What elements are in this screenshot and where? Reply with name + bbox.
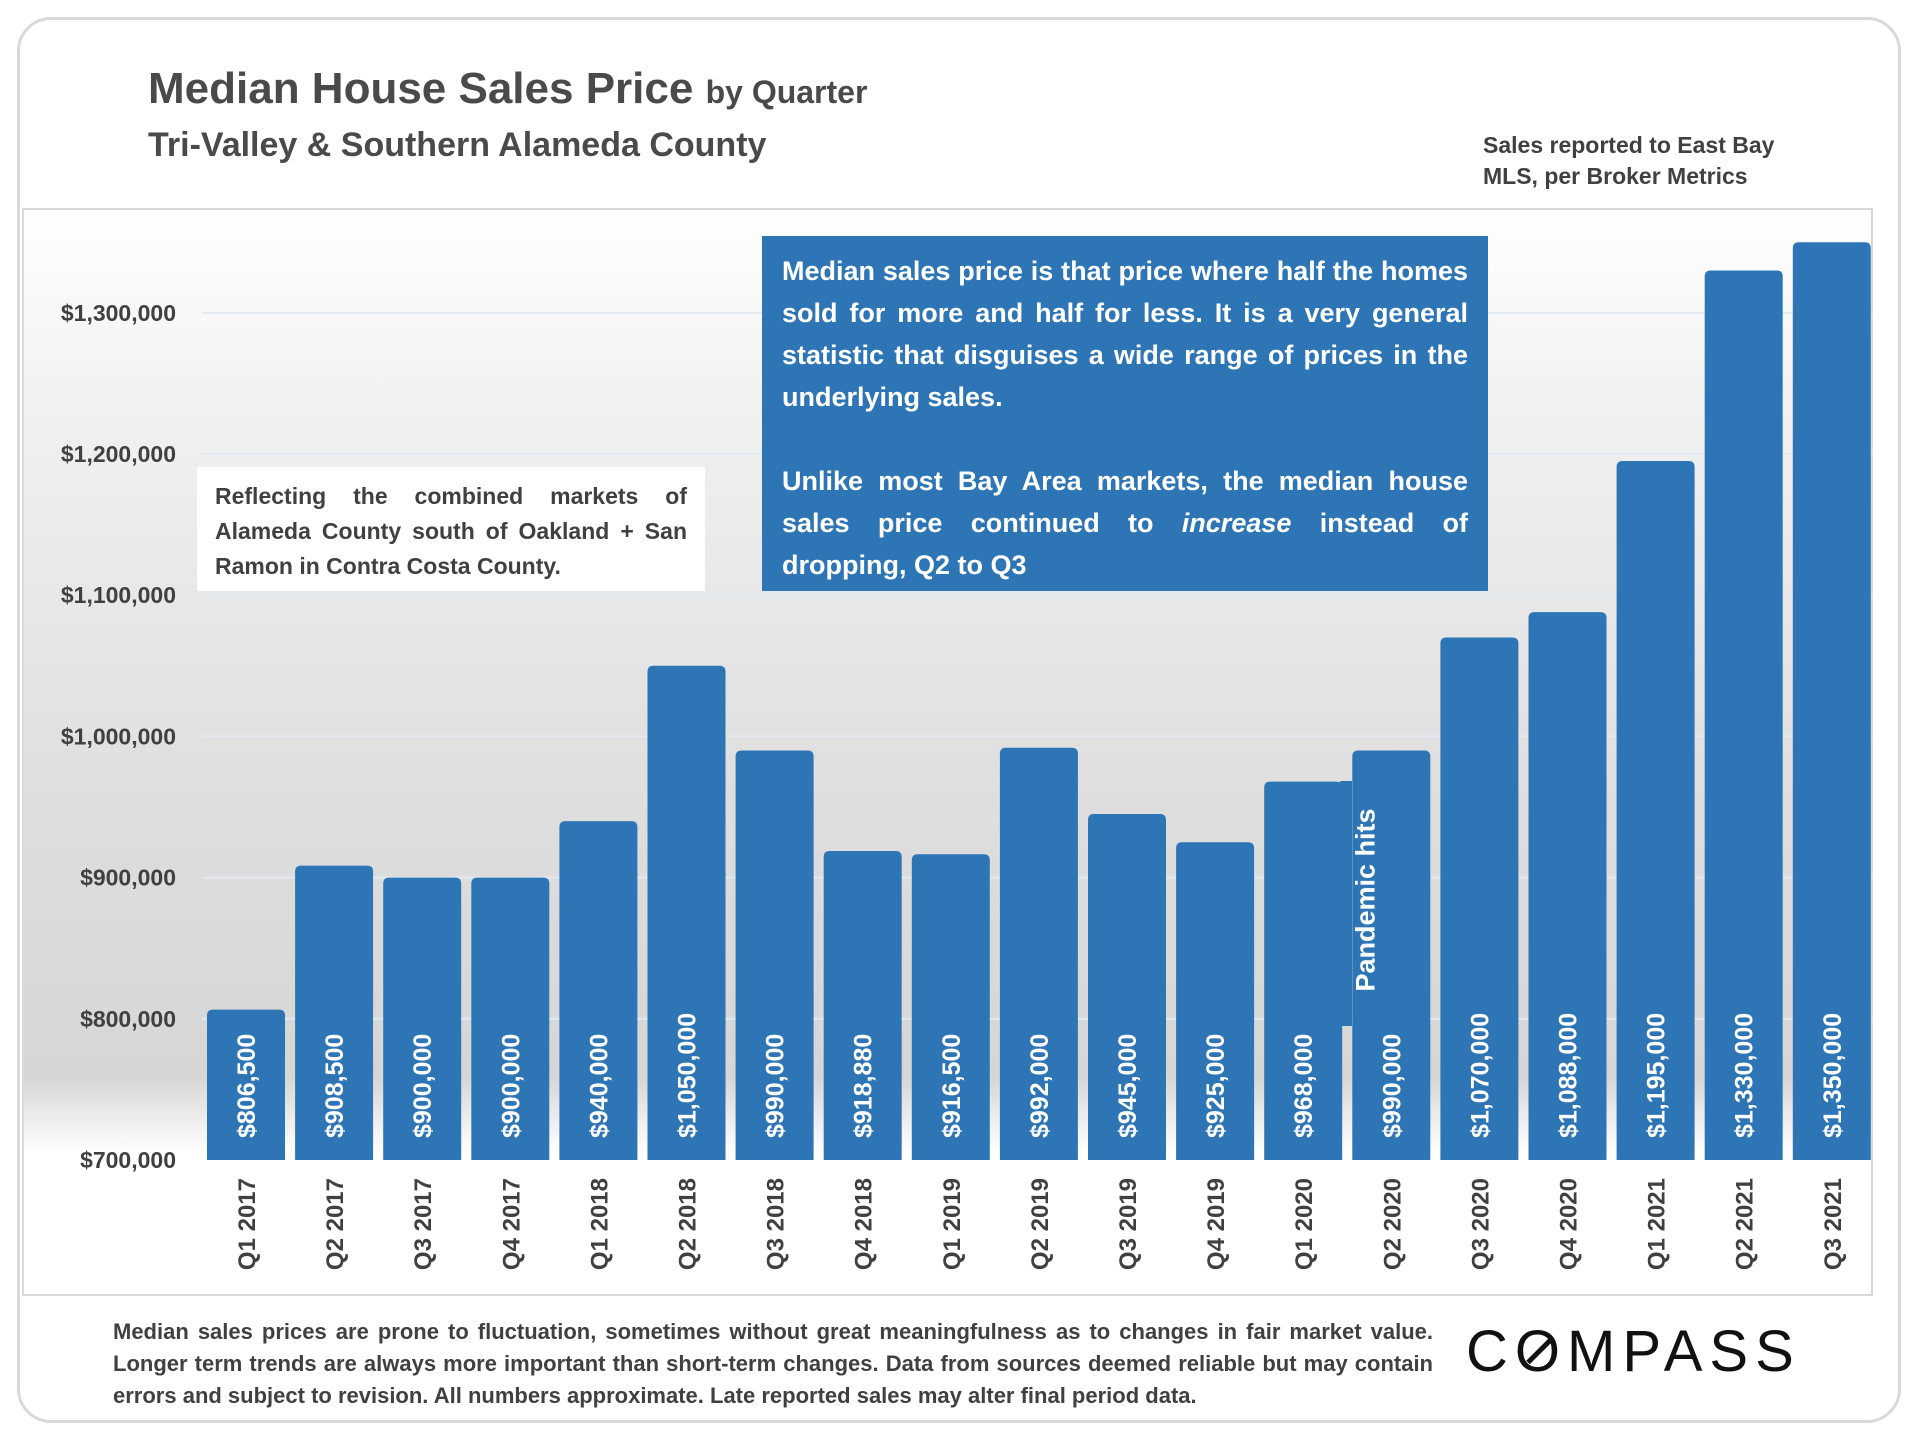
trend-before: Unlike most Bay Area markets, the median… <box>782 466 1468 538</box>
y-tick-label: $800,000 <box>80 1006 176 1032</box>
bar <box>471 877 550 1160</box>
data-label: $908,500 <box>321 1034 349 1138</box>
pandemic-annotation: Pandemic hits <box>1350 808 1381 992</box>
title-suffix: by Quarter <box>705 74 868 110</box>
data-label: $1,088,000 <box>1555 1013 1583 1138</box>
bar <box>1792 242 1871 1160</box>
x-tick-label: Q1 2020 <box>1291 1178 1318 1270</box>
bar <box>1088 814 1166 1160</box>
y-tick-label: $700,000 <box>80 1147 176 1173</box>
x-tick-label: Q4 2019 <box>1203 1178 1230 1270</box>
data-label: $806,500 <box>233 1034 261 1138</box>
x-tick-label: Q2 2018 <box>675 1178 702 1270</box>
disclaimer: Median sales prices are prone to fluctua… <box>113 1319 1433 1408</box>
data-label: $918,880 <box>850 1034 878 1138</box>
x-tick-label: Q3 2017 <box>410 1178 437 1270</box>
chart-subtitle: Tri-Valley & Southern Alameda County <box>148 126 767 164</box>
data-label: $925,000 <box>1202 1034 1230 1138</box>
bar <box>1264 781 1343 1160</box>
data-label: $990,000 <box>1378 1034 1406 1138</box>
data-label: $900,000 <box>409 1034 437 1138</box>
data-label: $1,330,000 <box>1731 1013 1759 1138</box>
data-label: $916,500 <box>938 1034 966 1138</box>
x-tick-label: Q2 2019 <box>1027 1178 1054 1270</box>
data-label: $945,000 <box>1114 1034 1142 1138</box>
definition-note: Median sales price is that price where h… <box>762 236 1488 591</box>
x-tick-label: Q2 2021 <box>1732 1178 1759 1270</box>
chart-title: Median House Sales Price by Quarter <box>148 64 867 114</box>
x-tick-label: Q2 2020 <box>1379 1178 1406 1270</box>
bar <box>1528 612 1607 1160</box>
x-tick-label: Q4 2018 <box>851 1178 878 1270</box>
data-label: $990,000 <box>762 1034 790 1138</box>
bar <box>647 665 726 1160</box>
x-tick-label: Q4 2017 <box>498 1178 525 1270</box>
x-tick-label: Q4 2020 <box>1556 1178 1583 1270</box>
bar <box>207 1009 285 1160</box>
x-tick-label: Q1 2017 <box>234 1178 261 1270</box>
x-tick-label: Q3 2021 <box>1820 1178 1847 1270</box>
y-tick-label: $900,000 <box>80 865 176 891</box>
bar <box>1616 461 1695 1160</box>
bar <box>999 747 1078 1160</box>
title-main: Median House Sales Price <box>148 64 694 113</box>
data-label: $900,000 <box>497 1034 525 1138</box>
bar <box>295 865 374 1160</box>
bar <box>1440 637 1519 1160</box>
bar <box>1704 270 1783 1160</box>
x-tick-label: Q1 2019 <box>939 1178 966 1270</box>
data-label: $1,350,000 <box>1819 1013 1847 1138</box>
bar <box>559 821 638 1160</box>
bar <box>823 850 902 1160</box>
y-tick-label: $1,100,000 <box>61 582 176 608</box>
chart-frame <box>17 17 1901 1423</box>
y-tick-label: $1,000,000 <box>61 723 176 749</box>
x-tick-label: Q2 2017 <box>322 1178 349 1270</box>
trend-emphasis: increase <box>1181 508 1292 538</box>
y-tick-label: $1,200,000 <box>61 441 176 467</box>
pandemic-marker <box>1340 781 1352 1026</box>
data-label: $1,195,000 <box>1643 1013 1671 1138</box>
definition-text: Median sales price is that price where h… <box>782 256 1468 412</box>
compass-logo: COMPASS <box>1466 1319 1801 1384</box>
bar <box>911 854 990 1160</box>
x-tick-label: Q3 2020 <box>1467 1178 1494 1270</box>
data-label: $968,000 <box>1290 1034 1318 1138</box>
bar <box>1352 750 1431 1160</box>
y-tick-label: $1,300,000 <box>61 300 176 326</box>
coverage-note: Reflecting the combined markets of Alame… <box>197 467 705 591</box>
x-tick-label: Q1 2021 <box>1644 1178 1671 1270</box>
data-label: $1,070,000 <box>1466 1013 1494 1138</box>
source-note: Sales reported to East Bay MLS, per Broke… <box>1483 130 1774 192</box>
data-label: $992,000 <box>1026 1034 1054 1138</box>
bar <box>1176 842 1255 1160</box>
trend-text: Unlike most Bay Area markets, the median… <box>782 460 1468 586</box>
source-line: Sales reported to East Bay <box>1483 132 1775 158</box>
x-tick-label: Q3 2018 <box>763 1178 790 1270</box>
bar <box>735 750 814 1160</box>
data-label: $940,000 <box>585 1034 613 1138</box>
trend-after: instead of dropping, Q2 to Q3 <box>782 508 1469 580</box>
data-label: $1,050,000 <box>674 1013 702 1138</box>
bar <box>383 877 462 1160</box>
x-tick-label: Q1 2018 <box>586 1178 613 1270</box>
x-tick-label: Q3 2019 <box>1115 1178 1142 1270</box>
source-line: MLS, per Broker Metrics <box>1483 163 1748 189</box>
